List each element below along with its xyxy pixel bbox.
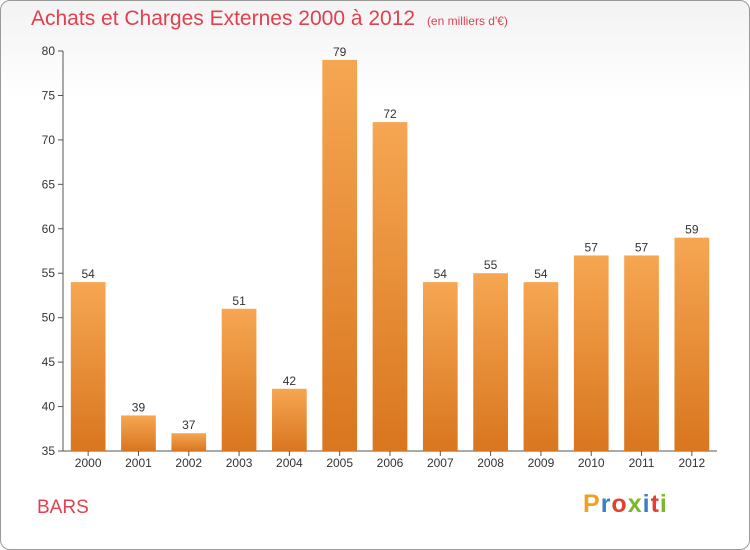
y-tick-label: 80	[42, 44, 56, 58]
chart-title-text: Achats et Charges Externes 2000 à 2012	[31, 7, 416, 30]
logo-letter: x	[627, 490, 643, 518]
x-tick-label: 2001	[125, 456, 152, 470]
data-label: 42	[283, 374, 297, 388]
logo-letter: o	[611, 490, 628, 518]
x-tick-label: 2003	[226, 456, 253, 470]
x-tick-label: 2009	[528, 456, 555, 470]
x-tick-label: 2002	[175, 456, 202, 470]
bar	[272, 388, 307, 451]
data-label: 37	[182, 418, 196, 432]
bar	[674, 237, 710, 451]
x-tick-label: 2000	[75, 456, 102, 470]
bar	[221, 308, 257, 451]
x-tick-label: 2012	[678, 456, 705, 470]
data-label: 54	[534, 267, 548, 281]
y-tick-label: 75	[42, 88, 56, 102]
y-tick-label: 65	[42, 177, 56, 191]
logo-letter: t	[650, 490, 660, 518]
logo-letter: r	[600, 490, 612, 518]
y-tick-label: 60	[42, 222, 56, 236]
bar	[70, 282, 106, 451]
y-tick-label: 45	[42, 355, 56, 369]
x-tick-label: 2005	[326, 456, 353, 470]
y-tick-label: 50	[42, 311, 56, 325]
data-label: 54	[81, 267, 95, 281]
bar	[573, 255, 609, 451]
y-tick-label: 55	[42, 266, 56, 280]
logo-letter: i	[659, 490, 668, 518]
data-label: 57	[585, 240, 599, 254]
x-tick-label: 2004	[276, 456, 303, 470]
y-tick-label: 35	[42, 444, 56, 458]
x-tick-label: 2007	[427, 456, 454, 470]
bar	[372, 122, 408, 451]
x-tick-label: 2006	[377, 456, 404, 470]
data-label: 72	[383, 107, 397, 121]
commune-name: BARS	[37, 497, 89, 518]
chart-title: Achats et Charges Externes 2000 à 2012 (…	[31, 7, 508, 31]
data-label: 55	[484, 258, 498, 272]
y-tick-label: 70	[42, 133, 56, 147]
x-tick-label: 2010	[578, 456, 605, 470]
bar	[422, 282, 458, 451]
data-label: 57	[635, 240, 649, 254]
proxiti-logo[interactable]: Proxiti	[583, 490, 668, 519]
x-tick-label: 2011	[629, 456, 655, 470]
bar	[121, 415, 156, 451]
data-label: 59	[685, 223, 699, 237]
data-label: 39	[132, 400, 146, 414]
bar	[322, 59, 358, 452]
bar	[171, 433, 207, 451]
logo-letter: P	[583, 490, 601, 518]
data-label: 79	[333, 45, 347, 59]
bar	[624, 255, 659, 451]
y-tick-label: 40	[42, 400, 56, 414]
bar	[523, 282, 559, 451]
chart-unit: (en milliers d'€)	[426, 14, 508, 28]
data-label: 54	[434, 267, 448, 281]
x-tick-label: 2008	[477, 456, 504, 470]
logo-letter: i	[642, 490, 651, 518]
data-label: 51	[232, 294, 246, 308]
bar	[473, 273, 508, 451]
